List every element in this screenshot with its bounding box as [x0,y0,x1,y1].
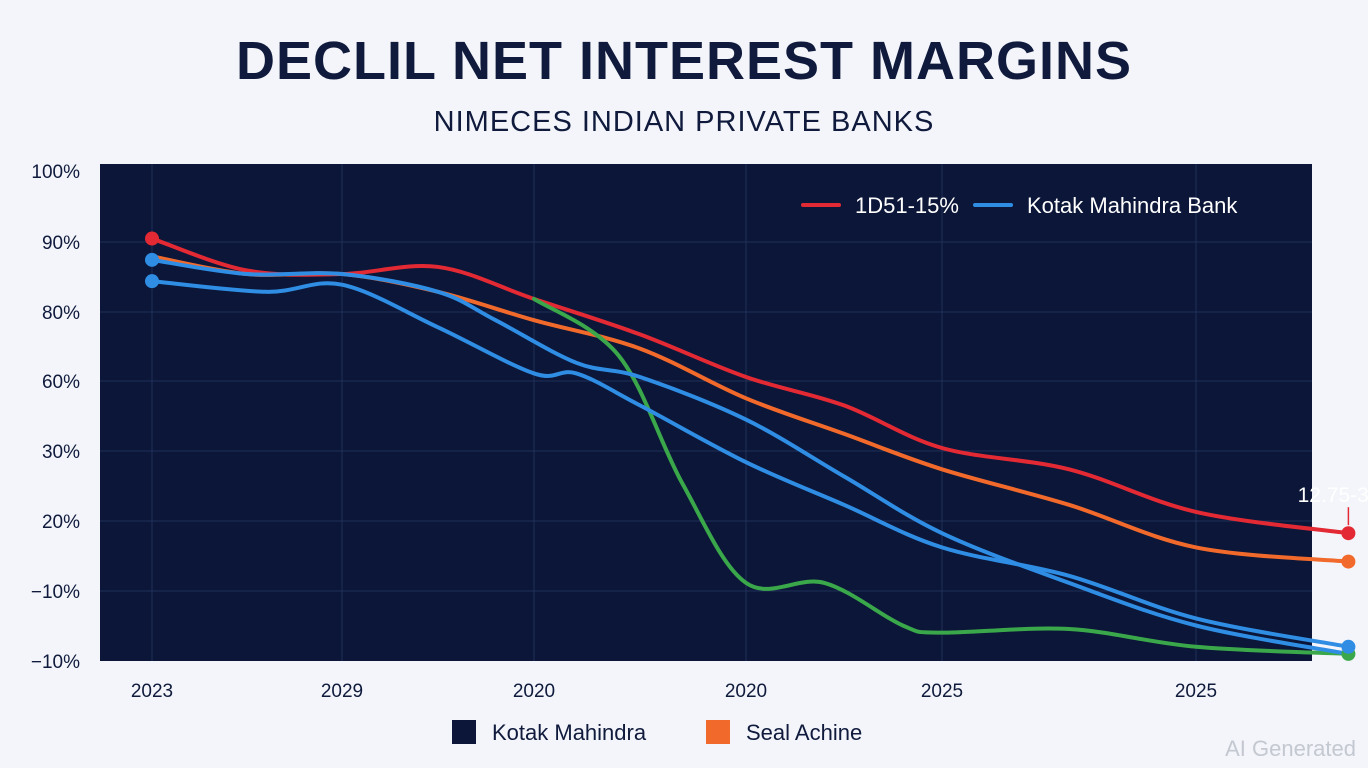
y-tick-label: −10% [31,582,80,603]
ai-generated-watermark: AI Generated [1225,736,1356,761]
legend-bottom-swatch [706,720,730,744]
y-tick-label: 30% [42,442,80,463]
x-tick-label: 2020 [513,681,555,702]
x-tick-label: 2025 [1175,681,1217,702]
chart-title: DECLIL NET INTEREST MARGINS [235,31,1133,91]
data-point-orange [1341,554,1356,569]
y-tick-label: 80% [42,303,80,324]
series-markers [145,231,1356,661]
series-line-blue-upper [150,257,1351,656]
x-tick-label: 2029 [321,681,363,702]
chart-subtitle: NIMECES INDIAN PRIVATE BANKS [433,106,935,138]
y-tick-label: 20% [42,512,80,533]
x-tick-label: 2023 [131,681,173,702]
data-point-red [1341,526,1356,541]
data-point-blue-lower [1341,639,1356,654]
y-axis-ticks: 100% 90% 80% 60% 30% 20% −10% −10% [31,162,80,673]
legend-bottom-label: Seal Achine [746,720,862,745]
legend-bottom: Kotak Mahindra Seal Achine [452,720,862,745]
y-tick-label: 60% [42,372,80,393]
legend-top-label: 1D51-15% [855,193,959,218]
data-point-red [145,231,159,246]
data-point-blue-upper [145,252,159,267]
legend-top: 1D51-15% Kotak Mahindra Bank [801,193,1238,218]
annotation-label: 12.75-35% [1298,484,1368,507]
y-tick-label: −10% [31,652,80,673]
grid-lines [100,164,1312,661]
legend-bottom-label: Kotak Mahindra [492,720,647,745]
end-annotation: 12.75-35% [1298,484,1368,526]
series-lines [150,236,1351,656]
y-tick-label: 100% [31,162,80,183]
legend-top-label: Kotak Mahindra Bank [1027,193,1238,218]
x-axis-ticks: 2023 2029 2020 2020 2025 2025 [131,681,1217,702]
data-point-blue-lower [145,274,159,289]
x-tick-label: 2020 [725,681,767,702]
x-tick-label: 2025 [921,681,963,702]
legend-bottom-swatch [452,720,476,744]
y-tick-label: 90% [42,233,80,254]
series-line-blue-lower [150,279,1351,649]
plot-area [100,164,1312,661]
